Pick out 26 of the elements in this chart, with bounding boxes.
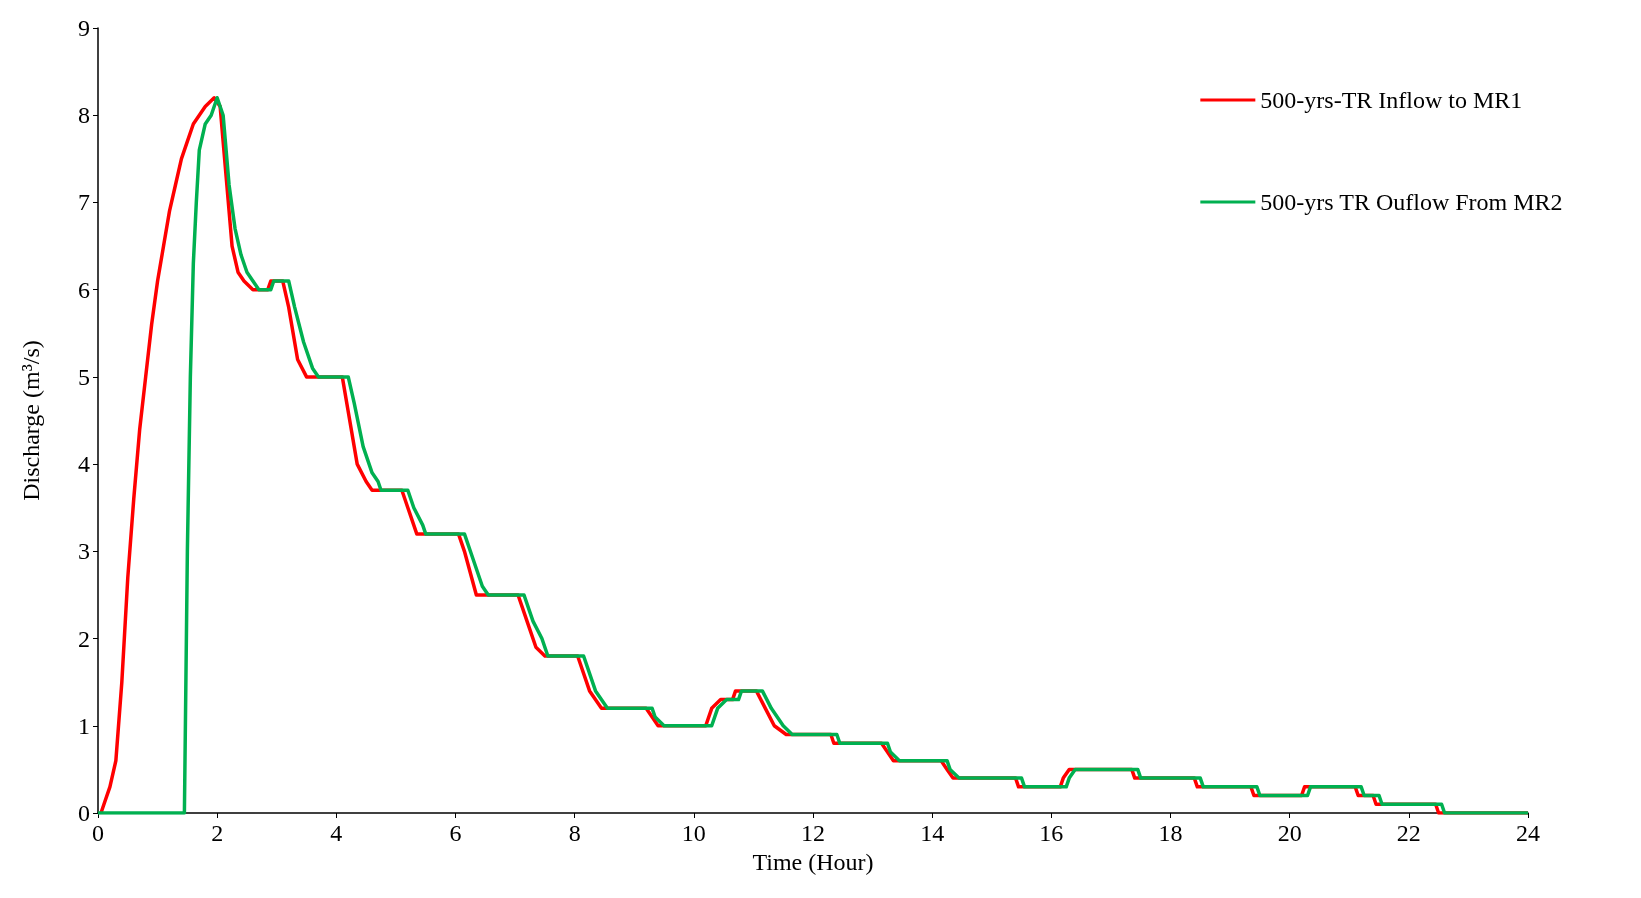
y-tick-label: 5 xyxy=(78,363,90,390)
y-axis-title: Discharge (m³/s) xyxy=(18,340,44,501)
y-tick-label: 1 xyxy=(78,712,90,739)
y-tick-label: 0 xyxy=(78,800,90,826)
x-tick-label: 16 xyxy=(1039,820,1064,846)
y-tick-label: 8 xyxy=(78,102,90,129)
x-tick-label: 2 xyxy=(211,820,224,846)
x-tick-label: 18 xyxy=(1158,820,1183,846)
x-tick-label: 24 xyxy=(1516,820,1540,846)
legend-label: 500-yrs TR Ouflow From MR2 xyxy=(1260,189,1563,215)
x-tick-label: 10 xyxy=(681,820,706,846)
x-tick-label: 12 xyxy=(801,820,825,846)
x-tick-label: 4 xyxy=(330,820,343,846)
legend-label: 500-yrs-TR Inflow to MR1 xyxy=(1260,87,1523,113)
y-tick-label: 4 xyxy=(78,451,90,478)
y-tick-label: 7 xyxy=(78,189,90,216)
y-tick-label: 3 xyxy=(78,538,90,565)
y-tick-label: 2 xyxy=(78,625,90,652)
x-tick-label: 22 xyxy=(1396,820,1421,846)
x-axis-title: Time (Hour) xyxy=(752,848,874,875)
x-tick-label: 6 xyxy=(449,820,462,846)
y-tick-label: 9 xyxy=(78,15,90,41)
x-tick-label: 14 xyxy=(920,820,945,846)
y-tick-label: 6 xyxy=(78,276,90,303)
x-tick-label: 20 xyxy=(1277,820,1302,846)
x-tick-label: 8 xyxy=(568,820,581,846)
